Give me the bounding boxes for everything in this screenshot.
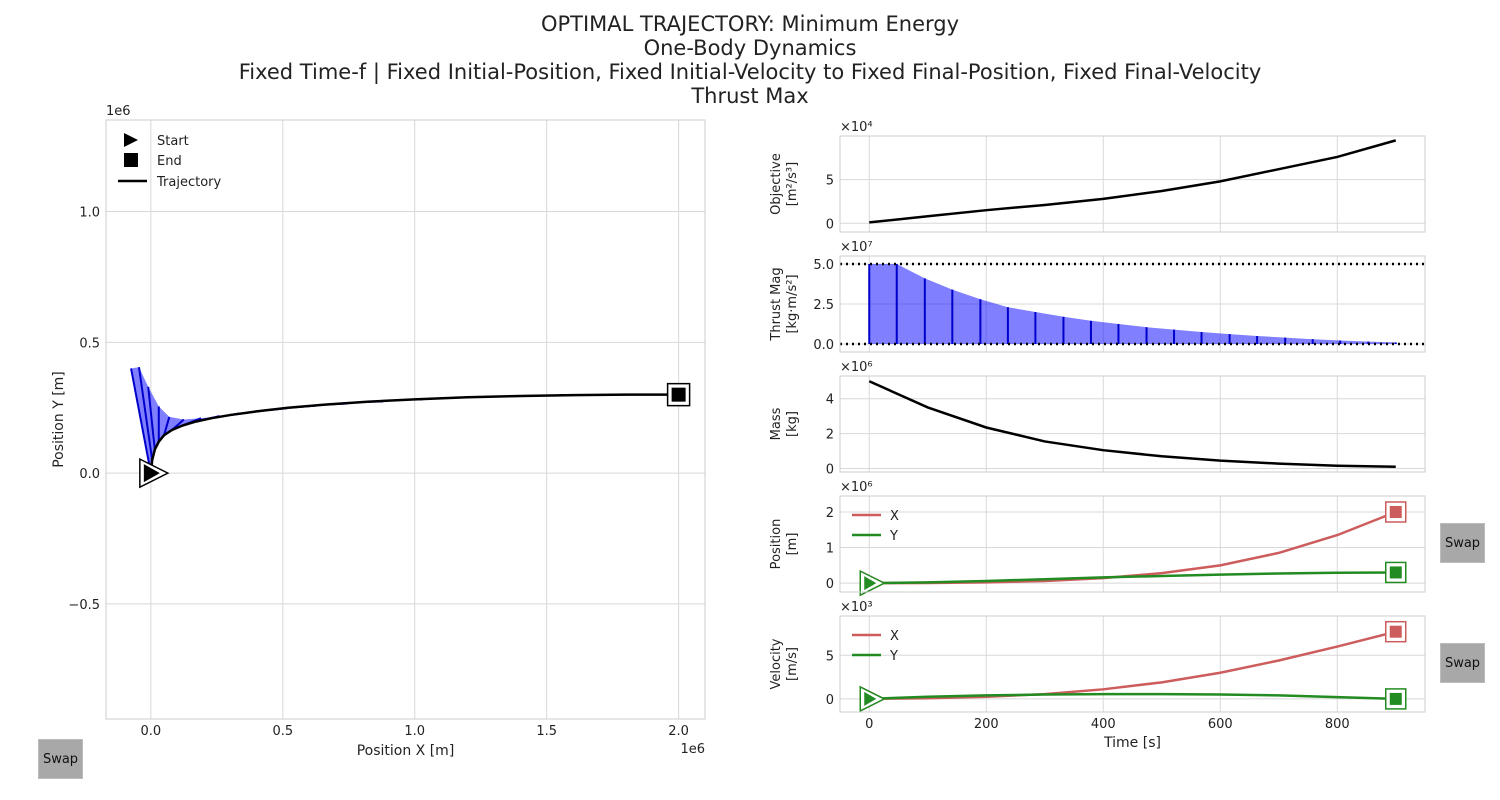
trajectory-xtick-label: 1.0 xyxy=(404,724,425,739)
trajectory-line xyxy=(149,393,679,474)
swap-button-trajectory[interactable]: Swap xyxy=(38,739,83,779)
thrust-y-axis-label-1: Thrust Mag xyxy=(769,267,784,341)
trajectory-x-axis-label: Position X [m] xyxy=(357,743,455,759)
velocity-series-y xyxy=(869,692,1396,701)
title-line-1: OPTIMAL TRAJECTORY: Minimum Energy xyxy=(540,12,960,36)
position-ytick-label: 1 xyxy=(826,542,834,557)
thrust-ytick-label: 2.5 xyxy=(813,298,834,313)
trajectory-y-exponent: 1e6 xyxy=(106,104,131,119)
position-y-exponent: ×10⁶ xyxy=(840,480,873,495)
time-xtick-label: 800 xyxy=(1325,717,1350,732)
title-line-4: Thrust Max xyxy=(691,84,809,108)
thrust-vector xyxy=(147,386,156,450)
legend-trajectory-label: Trajectory xyxy=(156,175,221,190)
trajectory-xtick-label: 0.5 xyxy=(272,724,293,739)
velocity-legend-label: X xyxy=(890,629,899,644)
legend-start-label: Start xyxy=(157,134,189,149)
position-legend-label: X xyxy=(890,509,899,524)
trajectory-start-marker xyxy=(143,464,160,483)
mass-frame xyxy=(839,375,1426,473)
mass-ytick-label: 4 xyxy=(826,393,834,408)
mass-y-exponent: ×10⁶ xyxy=(840,360,873,375)
title-line-2: One-Body Dynamics xyxy=(643,36,857,60)
velocity-y-exponent: ×10³ xyxy=(840,600,873,615)
velocity-ytick-label: 5 xyxy=(826,649,834,664)
position-legend-label: Y xyxy=(889,529,898,544)
thrust-frame xyxy=(839,255,1426,353)
time-xtick-label: 200 xyxy=(974,717,999,732)
velocity-ytick-label: 0 xyxy=(826,693,834,708)
trajectory-xtick-label: 1.5 xyxy=(536,724,557,739)
time-xtick-label: 400 xyxy=(1091,717,1116,732)
thrust-y-exponent: ×10⁷ xyxy=(840,240,873,255)
time-xtick-label: 600 xyxy=(1208,717,1233,732)
position-end-marker-x xyxy=(1389,506,1402,518)
trajectory-ytick-label: 0.5 xyxy=(79,336,100,351)
velocity-start-marker-y xyxy=(864,691,877,706)
trajectory-xtick-label: 0.0 xyxy=(141,724,162,739)
mass-plot-area xyxy=(840,376,1425,472)
objective-y-axis-label-1: Objective xyxy=(769,153,784,215)
trajectory-ytick-label: 1.0 xyxy=(79,206,100,221)
trajectory-ytick-label: 0.0 xyxy=(79,467,100,482)
velocity-legend-label: Y xyxy=(889,649,898,664)
objective-frame xyxy=(839,135,1426,233)
position-y-axis-label-1: Position xyxy=(769,519,784,570)
velocity-end-marker-x xyxy=(1389,625,1402,638)
position-ytick-label: 0 xyxy=(826,577,834,592)
trajectory-end-marker xyxy=(671,387,686,402)
mass-ytick-label: 0 xyxy=(826,463,834,478)
trajectory-y-axis-label: Position Y [m] xyxy=(51,371,67,468)
thrust-ytick-label: 5.0 xyxy=(813,258,834,273)
position-frame xyxy=(839,495,1426,593)
velocity-y-axis-label-1: Velocity xyxy=(769,638,784,689)
thrust-vector xyxy=(137,367,154,461)
objective-line xyxy=(869,139,1397,224)
time-x-axis-label: Time [s] xyxy=(1103,735,1161,751)
thrust-vector xyxy=(163,416,171,436)
legend-end-marker xyxy=(124,153,138,167)
title-line-3: Fixed Time-f | Fixed Initial-Position, F… xyxy=(238,60,1262,84)
velocity-series-x xyxy=(869,630,1397,701)
objective-y-exponent: ×10⁴ xyxy=(840,120,873,135)
mass-line xyxy=(868,380,1396,469)
trajectory-x-exponent: 1e6 xyxy=(680,742,705,757)
position-y-axis-label-2: [m] xyxy=(785,533,800,556)
position-ytick-label: 2 xyxy=(826,506,834,521)
position-end-marker-y xyxy=(1389,566,1402,579)
objective-ytick-label: 0 xyxy=(826,217,834,232)
time-xtick-label: 0 xyxy=(865,717,873,732)
legend-start-marker xyxy=(124,133,138,147)
thrust-ytick-label: 0.0 xyxy=(813,338,834,353)
objective-y-axis-label-2: [m²/s³] xyxy=(785,162,800,206)
mass-ytick-label: 2 xyxy=(826,428,834,443)
objective-ytick-label: 5 xyxy=(826,174,834,189)
trajectory-ytick-label: −0.5 xyxy=(68,598,100,613)
position-series-y xyxy=(869,571,1396,585)
swap-button-position[interactable]: Swap xyxy=(1440,523,1485,563)
velocity-y-axis-label-2: [m/s] xyxy=(785,647,800,681)
mass-y-axis-label-2: [kg] xyxy=(785,411,800,437)
swap-button-velocity[interactable]: Swap xyxy=(1440,643,1485,683)
position-start-marker-y xyxy=(864,576,877,591)
velocity-frame xyxy=(839,615,1426,713)
mass-y-axis-label-1: Mass xyxy=(769,407,784,440)
trajectory-frame xyxy=(105,119,706,720)
thrust-y-axis-label-2: [kg·m/s²] xyxy=(785,274,800,333)
velocity-end-marker-y xyxy=(1389,692,1402,705)
thrust-vector xyxy=(130,368,152,474)
thrust-area xyxy=(869,264,1396,344)
legend-end-label: End xyxy=(157,154,182,169)
trajectory-xtick-label: 2.0 xyxy=(668,724,689,739)
